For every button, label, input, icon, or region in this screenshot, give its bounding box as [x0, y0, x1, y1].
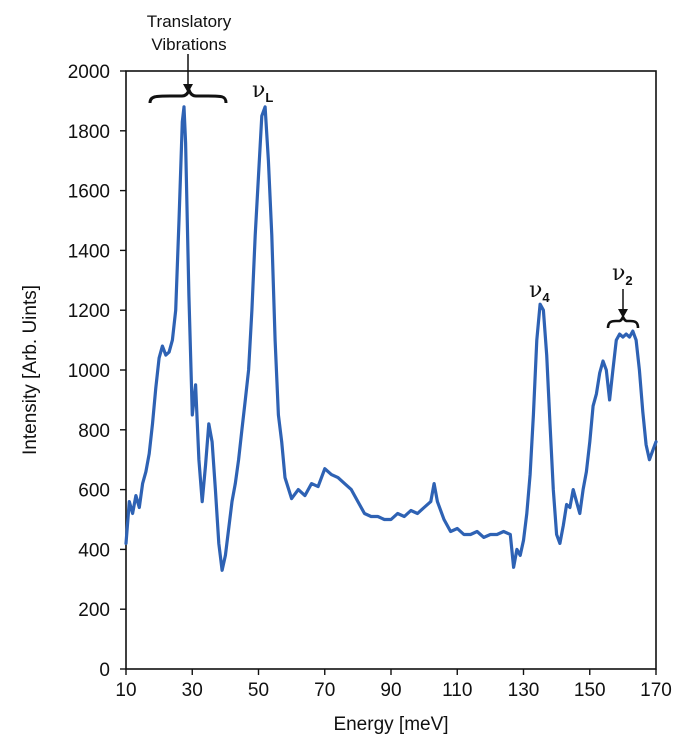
nu-4-symbol: ν — [529, 278, 542, 303]
y-tick-label: 600 — [78, 481, 110, 502]
nu-2-symbol: ν — [612, 261, 625, 286]
nu-L-sub: L — [265, 90, 273, 105]
annotation-nu-4: ν4 — [529, 278, 550, 305]
annotation-nu-L: νL — [252, 78, 273, 105]
annotation-translatory-line1: Translatory — [147, 12, 232, 31]
annotation-nu-2: ν2 — [612, 261, 633, 288]
y-tick-label: 400 — [78, 540, 110, 561]
nu-4-sub: 4 — [542, 290, 550, 305]
y-axis-title: Intensity [Arb. Uints] — [20, 285, 41, 455]
x-tick-label: 10 — [115, 680, 136, 701]
y-tick-label: 1600 — [68, 182, 110, 203]
x-tick-label: 70 — [314, 680, 335, 701]
x-tick-label: 130 — [508, 680, 540, 701]
x-tick-label: 30 — [182, 680, 203, 701]
y-tick-label: 200 — [78, 600, 110, 621]
annotation-nu-2-brace — [606, 314, 640, 329]
y-tick-label: 1200 — [68, 301, 110, 322]
nu-L-symbol: ν — [252, 78, 265, 103]
x-tick-label: 50 — [248, 680, 269, 701]
nu-2-sub: 2 — [625, 273, 632, 288]
annotation-translatory-brace — [148, 85, 228, 104]
x-axis-ticks: 10 30 50 70 90 110 130 150 170 — [115, 669, 672, 701]
y-tick-label: 1400 — [68, 241, 110, 262]
y-axis-ticks: 0 200 400 600 800 1000 1200 1400 1600 1800 2000 — [68, 62, 126, 681]
x-tick-label: 90 — [380, 680, 401, 701]
annotation-translatory-line2: Vibrations — [151, 35, 226, 54]
annotation-translatory-arrow — [183, 54, 193, 93]
y-tick-label: 800 — [78, 421, 110, 442]
y-tick-label: 2000 — [68, 62, 110, 83]
x-tick-label: 170 — [640, 680, 672, 701]
x-tick-label: 150 — [574, 680, 606, 701]
spectrum-line — [124, 105, 658, 572]
x-axis-title: Energy [meV] — [333, 714, 448, 735]
y-tick-label: 1800 — [68, 122, 110, 143]
y-tick-label: 0 — [99, 660, 110, 681]
annotation-nu-2-arrow — [618, 289, 628, 318]
x-tick-label: 110 — [442, 680, 472, 701]
plot-frame — [125, 70, 657, 670]
y-tick-label: 1000 — [68, 361, 110, 382]
